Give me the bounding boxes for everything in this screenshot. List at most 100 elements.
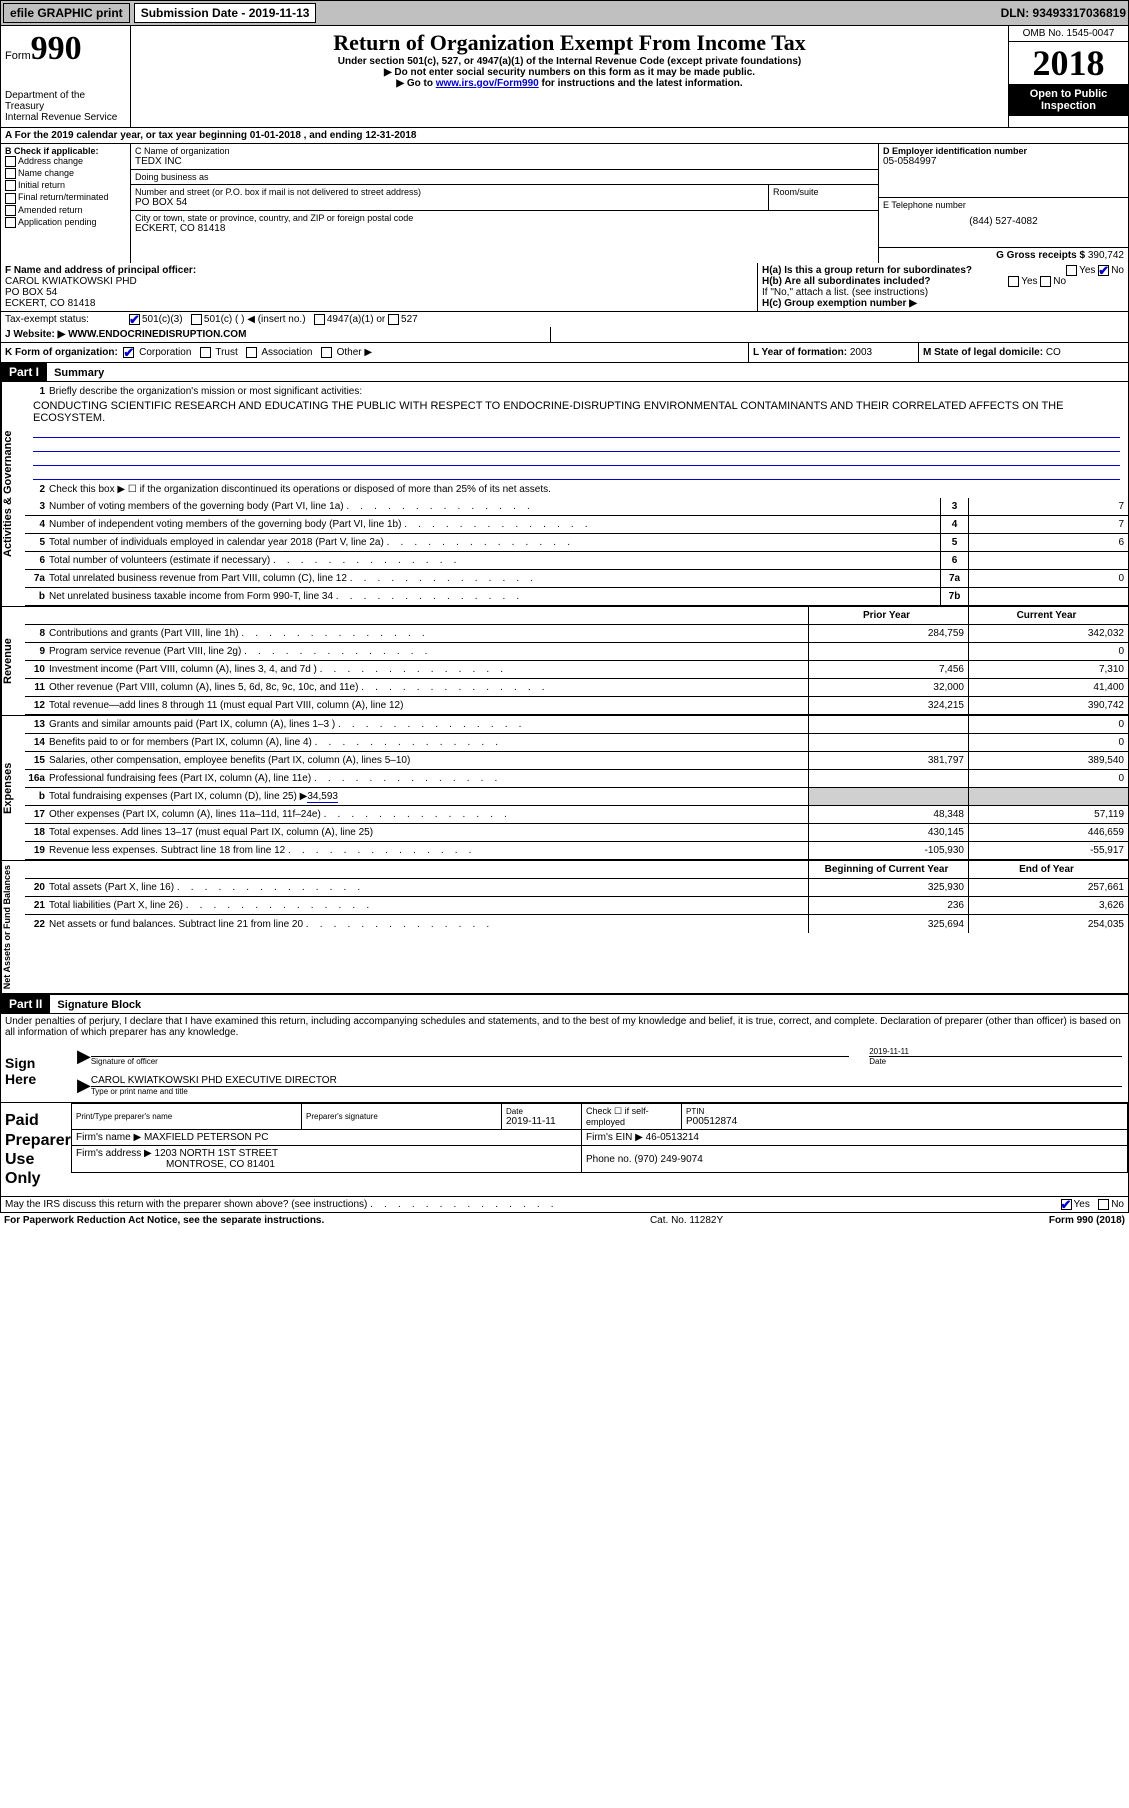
declaration-text: Under penalties of perjury, I declare th… bbox=[0, 1013, 1129, 1040]
submission-date-button[interactable]: Submission Date - 2019-11-13 bbox=[134, 3, 317, 23]
chk-initial-return[interactable]: Initial return bbox=[5, 180, 126, 191]
part1-title: Summary bbox=[50, 365, 108, 381]
line1-label: Briefly describe the organization's miss… bbox=[49, 384, 1128, 399]
line2-label: Check this box ▶ ☐ if the organization d… bbox=[49, 482, 1128, 497]
chk-501c3[interactable] bbox=[129, 314, 140, 325]
prep-selfemp-cell: Check ☐ if self-employed bbox=[582, 1104, 682, 1130]
gross-receipts-cell: G Gross receipts $ 390,742 bbox=[879, 248, 1128, 263]
irs-link[interactable]: www.irs.gov/Form990 bbox=[436, 78, 539, 89]
section-klm: K Form of organization: Corporation Trus… bbox=[0, 343, 1129, 363]
h-a: H(a) Is this a group return for subordin… bbox=[762, 265, 1124, 276]
line16a-label: Professional fundraising fees (Part IX, … bbox=[49, 771, 808, 786]
firm-ein-cell: Firm's EIN ▶ 46-0513214 bbox=[582, 1130, 1128, 1146]
tax-year: 2018 bbox=[1009, 42, 1128, 84]
line9-prior bbox=[808, 643, 968, 660]
h-c: H(c) Group exemption number ▶ bbox=[762, 298, 1124, 309]
line14-prior bbox=[808, 734, 968, 751]
line11-current: 41,400 bbox=[968, 679, 1128, 696]
open-public-badge: Open to Public Inspection bbox=[1009, 84, 1128, 116]
sig-of-label: Signature of officer bbox=[91, 1057, 849, 1066]
paid-preparer-label: Paid Preparer Use Only bbox=[1, 1103, 71, 1196]
beg-year-header: Beginning of Current Year bbox=[808, 861, 968, 878]
dba-cell: Doing business as bbox=[131, 170, 878, 185]
line12-label: Total revenue—add lines 8 through 11 (mu… bbox=[49, 698, 808, 713]
chk-4947[interactable] bbox=[314, 314, 325, 325]
current-year-header: Current Year bbox=[968, 607, 1128, 624]
chk-final-return[interactable]: Final return/terminated bbox=[5, 192, 126, 203]
ein-cell: D Employer identification number 05-0584… bbox=[879, 144, 1128, 198]
line10-prior: 7,456 bbox=[808, 661, 968, 678]
telephone-cell: E Telephone number (844) 527-4082 bbox=[879, 198, 1128, 248]
chk-address-change[interactable]: Address change bbox=[5, 156, 126, 167]
state-domicile: M State of legal domicile: CO bbox=[918, 343, 1128, 362]
side-netassets: Net Assets or Fund Balances bbox=[1, 861, 25, 993]
line18-current: 446,659 bbox=[968, 824, 1128, 841]
part1-badge: Part I bbox=[1, 363, 47, 381]
line11-label: Other revenue (Part VIII, column (A), li… bbox=[49, 680, 808, 695]
side-expenses: Expenses bbox=[1, 716, 25, 860]
sig-date-label: Date bbox=[869, 1057, 1122, 1066]
chk-trust[interactable] bbox=[200, 347, 211, 358]
line4-label: Number of independent voting members of … bbox=[49, 517, 940, 532]
line22-label: Net assets or fund balances. Subtract li… bbox=[49, 917, 808, 932]
year-formation: L Year of formation: 2003 bbox=[748, 343, 918, 362]
sign-here-section: Sign Here ▶ 2019-11-11 Signature of offi… bbox=[0, 1040, 1129, 1103]
line14-label: Benefits paid to or for members (Part IX… bbox=[49, 735, 808, 750]
officer-name: CAROL KWIATKOWSKI PHD bbox=[5, 276, 753, 287]
line12-prior: 324,215 bbox=[808, 697, 968, 714]
form-ref: Form 990 (2018) bbox=[1049, 1215, 1125, 1226]
line16b-current bbox=[968, 788, 1128, 805]
chk-association[interactable] bbox=[246, 347, 257, 358]
form-subtitle: Under section 501(c), 527, or 4947(a)(1)… bbox=[135, 56, 1004, 67]
line16a-current: 0 bbox=[968, 770, 1128, 787]
line17-prior: 48,348 bbox=[808, 806, 968, 823]
efile-print-button[interactable]: efile GRAPHIC print bbox=[3, 3, 130, 23]
officer-street: PO BOX 54 bbox=[5, 287, 753, 298]
section-i: Tax-exempt status: 501(c)(3) 501(c) ( ) … bbox=[0, 312, 1129, 327]
chk-other[interactable] bbox=[321, 347, 332, 358]
ha-yes[interactable] bbox=[1066, 265, 1077, 276]
footer: For Paperwork Reduction Act Notice, see … bbox=[0, 1213, 1129, 1228]
prep-sig-cell: Preparer's signature bbox=[302, 1104, 502, 1130]
summary-revenue: Revenue Prior YearCurrent Year 8Contribu… bbox=[0, 607, 1129, 716]
chk-amended-return[interactable]: Amended return bbox=[5, 205, 126, 216]
firm-addr-cell: Firm's address ▶ 1203 NORTH 1ST STREET M… bbox=[72, 1146, 582, 1173]
type-name-label: Type or print name and title bbox=[91, 1087, 1122, 1096]
line8-current: 342,032 bbox=[968, 625, 1128, 642]
line8-prior: 284,759 bbox=[808, 625, 968, 642]
h-b: H(b) Are all subordinates included? Yes … bbox=[762, 276, 1124, 287]
hb-no[interactable] bbox=[1040, 276, 1051, 287]
chk-name-change[interactable]: Name change bbox=[5, 168, 126, 179]
side-governance: Activities & Governance bbox=[1, 382, 25, 606]
line7a-label: Total unrelated business revenue from Pa… bbox=[49, 571, 940, 586]
line6-label: Total number of volunteers (estimate if … bbox=[49, 553, 940, 568]
prep-name-cell: Print/Type preparer's name bbox=[72, 1104, 302, 1130]
section-fh: F Name and address of principal officer:… bbox=[0, 263, 1129, 312]
line18-label: Total expenses. Add lines 13–17 (must eq… bbox=[49, 825, 808, 840]
city-cell: City or town, state or province, country… bbox=[131, 211, 878, 236]
line16a-prior bbox=[808, 770, 968, 787]
summary-netassets: Net Assets or Fund Balances Beginning of… bbox=[0, 861, 1129, 994]
preparer-table: Print/Type preparer's name Preparer's si… bbox=[71, 1103, 1128, 1173]
dept-label: Department of the Treasury bbox=[5, 90, 126, 112]
h-b-note: If "No," attach a list. (see instruction… bbox=[762, 287, 1124, 298]
line8-label: Contributions and grants (Part VIII, lin… bbox=[49, 626, 808, 641]
line19-label: Revenue less expenses. Subtract line 18 … bbox=[49, 843, 808, 858]
discuss-yes[interactable] bbox=[1061, 1199, 1072, 1210]
chk-corporation[interactable] bbox=[123, 347, 134, 358]
ha-no[interactable] bbox=[1098, 265, 1109, 276]
discuss-no[interactable] bbox=[1098, 1199, 1109, 1210]
line9-current: 0 bbox=[968, 643, 1128, 660]
hb-yes[interactable] bbox=[1008, 276, 1019, 287]
form-header: Form990 Department of the Treasury Inter… bbox=[0, 26, 1129, 128]
line17-label: Other expenses (Part IX, column (A), lin… bbox=[49, 807, 808, 822]
prep-date-cell: Date2019-11-11 bbox=[502, 1104, 582, 1130]
firm-phone-cell: Phone no. (970) 249-9074 bbox=[582, 1146, 1128, 1173]
chk-501c[interactable] bbox=[191, 314, 202, 325]
line6-value bbox=[968, 552, 1128, 569]
chk-527[interactable] bbox=[388, 314, 399, 325]
chk-application-pending[interactable]: Application pending bbox=[5, 217, 126, 228]
line18-prior: 430,145 bbox=[808, 824, 968, 841]
line14-current: 0 bbox=[968, 734, 1128, 751]
sign-date: 2019-11-11 bbox=[869, 1046, 1122, 1057]
